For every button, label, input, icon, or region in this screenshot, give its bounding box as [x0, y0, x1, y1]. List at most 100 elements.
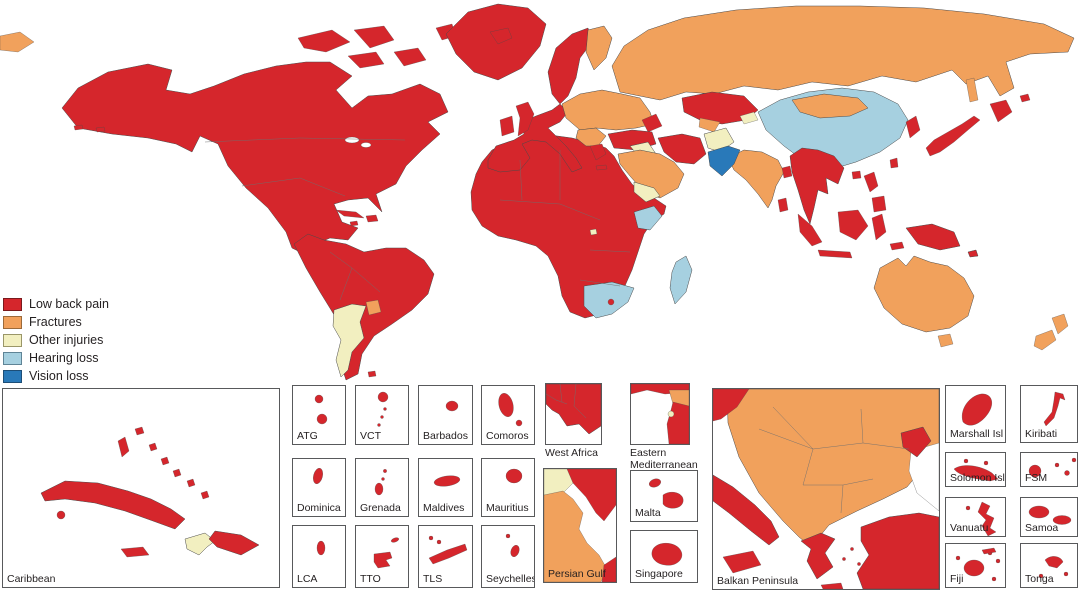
inset-label: Marshall Isl	[950, 427, 1004, 440]
inset-tonga-map	[1038, 556, 1069, 579]
aegean-island	[842, 557, 846, 561]
island	[965, 505, 971, 511]
island	[377, 391, 389, 403]
region-finland	[585, 25, 613, 71]
island	[1038, 573, 1044, 579]
dominican-republic	[208, 530, 260, 556]
island	[391, 537, 399, 543]
island	[995, 558, 1001, 564]
island	[1052, 515, 1072, 525]
region-indonesia	[797, 209, 905, 259]
italy-north	[713, 389, 750, 422]
inset-malta: Malta	[630, 470, 698, 522]
island	[436, 539, 442, 545]
iraq-corner	[544, 469, 576, 498]
aegean-island	[857, 562, 861, 566]
island	[515, 419, 523, 427]
inset-comoros-map	[498, 393, 523, 427]
arabia	[544, 490, 608, 582]
gozo	[649, 478, 661, 488]
legend-item: Low back pain	[3, 295, 109, 313]
region-arabian-peninsula	[617, 149, 685, 199]
island	[313, 468, 323, 484]
region-iran	[657, 133, 707, 165]
malta-island	[662, 492, 684, 509]
island	[991, 576, 997, 582]
region-arctic-islands	[297, 23, 457, 69]
legend-swatch-low-back-pain	[3, 297, 22, 311]
island	[981, 547, 997, 555]
balkan-borders	[758, 406, 910, 514]
inset-barbados: Barbados	[418, 385, 473, 445]
border-us-canada	[204, 137, 406, 143]
inset-fiji-map	[955, 547, 1001, 582]
island	[381, 477, 385, 481]
region-caribbean-islands	[335, 209, 379, 227]
inset-west-africa-map	[546, 384, 601, 435]
region-north-america	[61, 61, 449, 255]
inset-grenada: Grenada	[355, 458, 409, 517]
inset-caribbean: Caribbean	[2, 388, 280, 588]
island	[383, 407, 387, 411]
region-japan	[925, 93, 1031, 157]
inset-dominica-map	[313, 468, 323, 484]
legend-item: Vision loss	[3, 367, 109, 385]
island	[963, 559, 985, 577]
inset-label: Kiribati	[1025, 427, 1058, 440]
region-greenland	[445, 3, 547, 81]
island	[1028, 505, 1050, 519]
region-kyrgyzstan-tajikistan	[739, 111, 759, 125]
region-uruguay	[365, 299, 382, 316]
island	[380, 415, 384, 419]
region-argentina	[332, 303, 367, 378]
inset-label: Solomon Isl	[950, 471, 1005, 484]
region-madagascar	[669, 255, 693, 305]
island	[377, 423, 381, 427]
inset-label: Mauritius	[486, 501, 529, 514]
region-greece	[589, 143, 608, 171]
inset-samoa: Samoa	[1020, 497, 1078, 537]
inset-lca: LCA	[292, 525, 346, 588]
inset-singapore: Singapore	[630, 530, 698, 583]
island	[953, 465, 999, 482]
inset-label: LCA	[297, 572, 318, 585]
region-kenya	[633, 205, 663, 231]
aegean-island	[850, 547, 854, 551]
moldova	[900, 426, 932, 458]
inset-label: Eastern Mediterranean	[630, 447, 698, 472]
inset-label: Seychelles	[486, 572, 535, 585]
legend-label: Low back pain	[29, 296, 109, 311]
world-map	[0, 3, 1075, 381]
italy-boot	[713, 474, 780, 546]
region-korea	[905, 115, 921, 139]
island	[963, 458, 969, 464]
region-sri-lanka	[777, 197, 789, 213]
island	[1071, 457, 1077, 463]
inset-label: TLS	[423, 572, 443, 585]
inset-tls-map	[428, 535, 468, 565]
inset-fsm-map	[1028, 457, 1077, 478]
island	[1054, 462, 1060, 468]
island	[373, 551, 393, 569]
inset-seychelles: Seychelles	[481, 525, 535, 588]
inset-mauritius: Mauritius	[481, 458, 535, 517]
island	[1064, 470, 1070, 476]
inset-fsm: FSM	[1020, 452, 1078, 487]
inset-atg-map	[314, 394, 328, 425]
great-lakes	[360, 142, 372, 148]
inset-barbados-map	[445, 400, 459, 412]
inset-persian-gulf-map	[544, 469, 616, 582]
island	[505, 468, 523, 484]
singapore-island	[651, 543, 683, 566]
levant-coast	[666, 401, 689, 444]
border-us-mexico	[241, 177, 346, 197]
island	[510, 545, 520, 557]
region-new-guinea	[905, 223, 979, 258]
inset-vanuatu-map	[965, 501, 997, 536]
legend-item: Other injuries	[3, 331, 109, 349]
inset-label: Comoros	[486, 429, 529, 442]
island	[428, 535, 434, 541]
turkey	[856, 512, 939, 589]
inset-vanuatu: Vanuatu	[945, 497, 1006, 537]
